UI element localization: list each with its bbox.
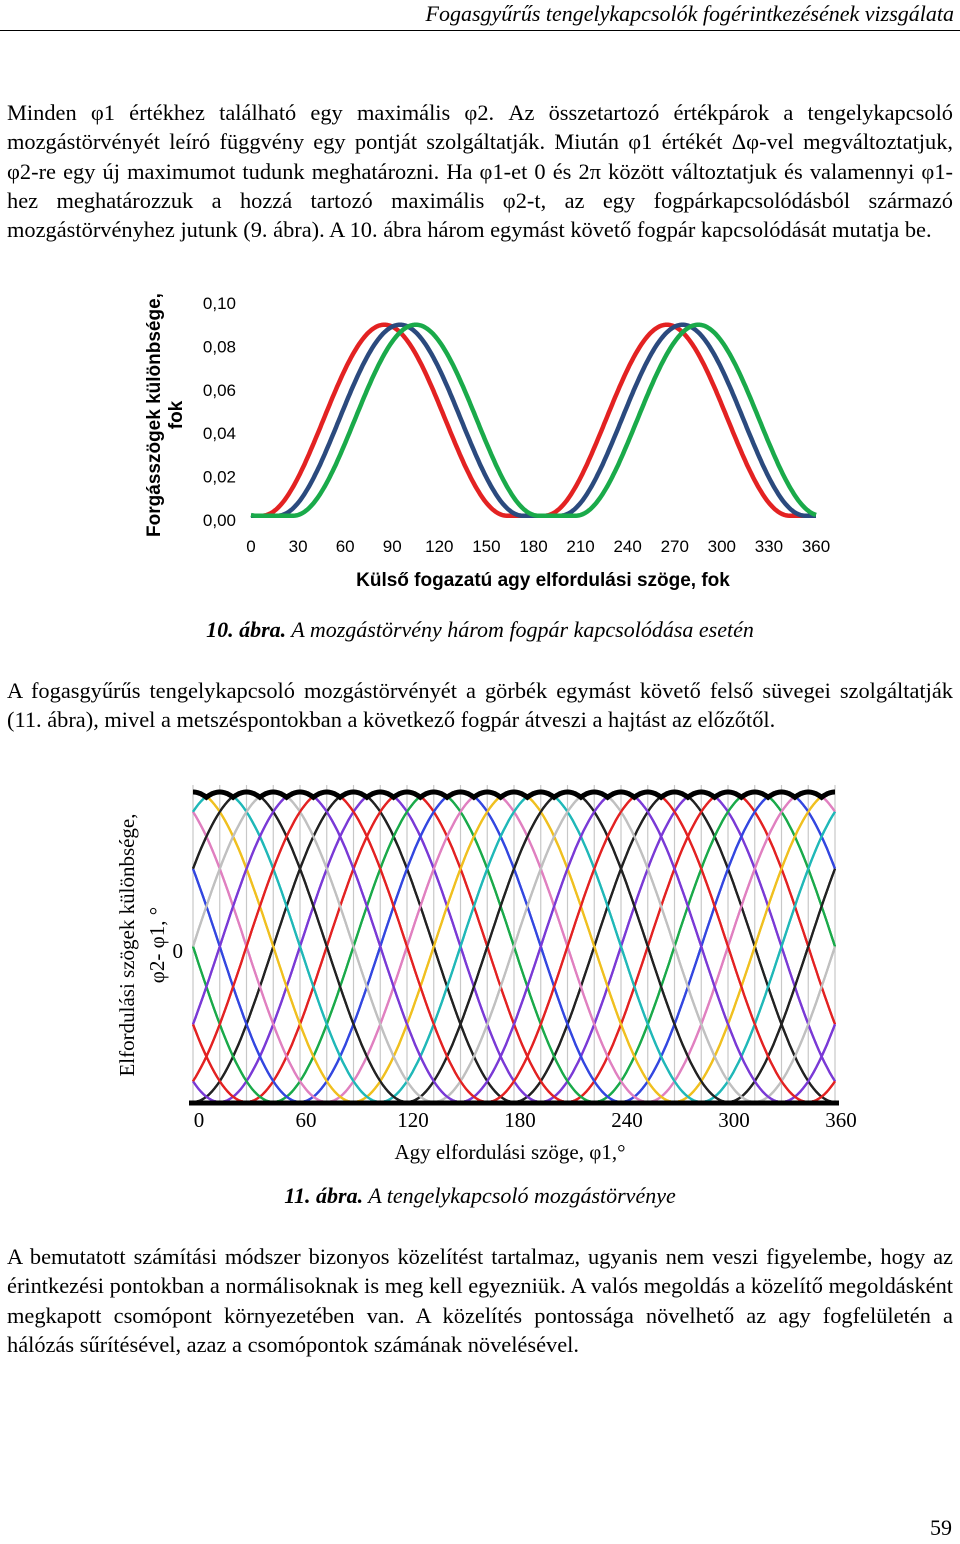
envelope-curve xyxy=(193,789,835,801)
figure-11-chart: 0 60 120 180 240 300 360 0 Agy elfordulási szöge… xyxy=(115,785,857,1164)
x-axis-label: Agy elfordulási szöge, φ1,° xyxy=(394,1140,625,1164)
y-tick-label: 0,10 xyxy=(203,294,236,313)
x-tick-label: 300 xyxy=(708,537,736,556)
figure-11-caption-text: A tengelykapcsoló mozgástörvénye xyxy=(363,1183,676,1208)
x-tick-label: 180 xyxy=(519,537,547,556)
running-header: Fogasgyűrűs tengelykapcsolók fogérintkez… xyxy=(0,0,960,31)
x-tick-label: 0 xyxy=(194,1108,205,1132)
x-tick-label: 360 xyxy=(802,537,830,556)
running-title: Fogasgyűrűs tengelykapcsolók fogérintkez… xyxy=(425,1,954,26)
y-axis-label-unit: fok xyxy=(166,400,187,429)
x-tick-label: 90 xyxy=(383,537,402,556)
y-tick-label: 0,00 xyxy=(203,511,236,530)
y-axis-label-group: Forgásszögek különbsége, fok xyxy=(144,293,187,537)
x-tick-label: 300 xyxy=(718,1108,750,1132)
page-number: 59 xyxy=(930,1515,952,1540)
y-tick-label: 0,06 xyxy=(203,381,236,400)
figure-10-caption: 10. ábra. A mozgástörvény három fogpár k… xyxy=(0,617,960,643)
x-tick-label: 60 xyxy=(336,537,355,556)
series-line xyxy=(250,322,817,518)
figure-10-label: 10. ábra. xyxy=(206,617,287,642)
y-tick-label: 0 xyxy=(173,939,184,963)
x-tick-label: 240 xyxy=(611,1108,643,1132)
y-tick-label: 0,04 xyxy=(203,424,236,443)
y-axis-label: Elfordulási szögek különbsége, xyxy=(115,813,139,1076)
paragraph-1: Minden φ1 értékhez található egy maximál… xyxy=(7,100,953,243)
x-tick-label: 360 xyxy=(825,1108,857,1132)
y-axis-label-unit: φ2- φ1, ° xyxy=(145,907,169,983)
x-tick-label: 30 xyxy=(289,537,308,556)
y-tick-label: 0,08 xyxy=(203,337,236,356)
motion-curve xyxy=(192,789,836,1104)
x-tick-label: 120 xyxy=(397,1108,429,1132)
x-axis-label: Külső fogazatú agy elfordulási szöge, fo… xyxy=(356,570,730,591)
figure-10-caption-text: A mozgástörvény három fogpár kapcsolódás… xyxy=(286,617,754,642)
figure-10-chart: 0,00 0,02 0,04 0,06 0,08 0,10 0 30 60 90 120 150 180… xyxy=(144,293,830,591)
x-tick-label: 60 xyxy=(296,1108,317,1132)
x-tick-label: 180 xyxy=(504,1108,536,1132)
x-tick-label: 270 xyxy=(661,537,689,556)
y-axis-label: Forgásszögek különbsége, xyxy=(144,293,165,537)
y-tick-label: 0,02 xyxy=(203,468,236,487)
y-axis-label-group: Elfordulási szögek különbsége, φ2- φ1, ° xyxy=(115,813,169,1076)
x-tick-label: 150 xyxy=(472,537,500,556)
figure-11-label: 11. ábra. xyxy=(284,1183,364,1208)
x-tick-label: 210 xyxy=(566,537,594,556)
paragraph-2: A fogasgyűrűs tengelykapcsoló mozgástörv… xyxy=(7,678,953,733)
x-tick-label: 120 xyxy=(425,537,453,556)
x-tick-label: 330 xyxy=(755,537,783,556)
figure-11-caption: 11. ábra. A tengelykapcsoló mozgástörvén… xyxy=(0,1183,960,1209)
x-tick-label: 240 xyxy=(613,537,641,556)
paragraph-3: A bemutatott számítási módszer bizonyos … xyxy=(7,1244,953,1357)
x-tick-label: 0 xyxy=(246,537,255,556)
